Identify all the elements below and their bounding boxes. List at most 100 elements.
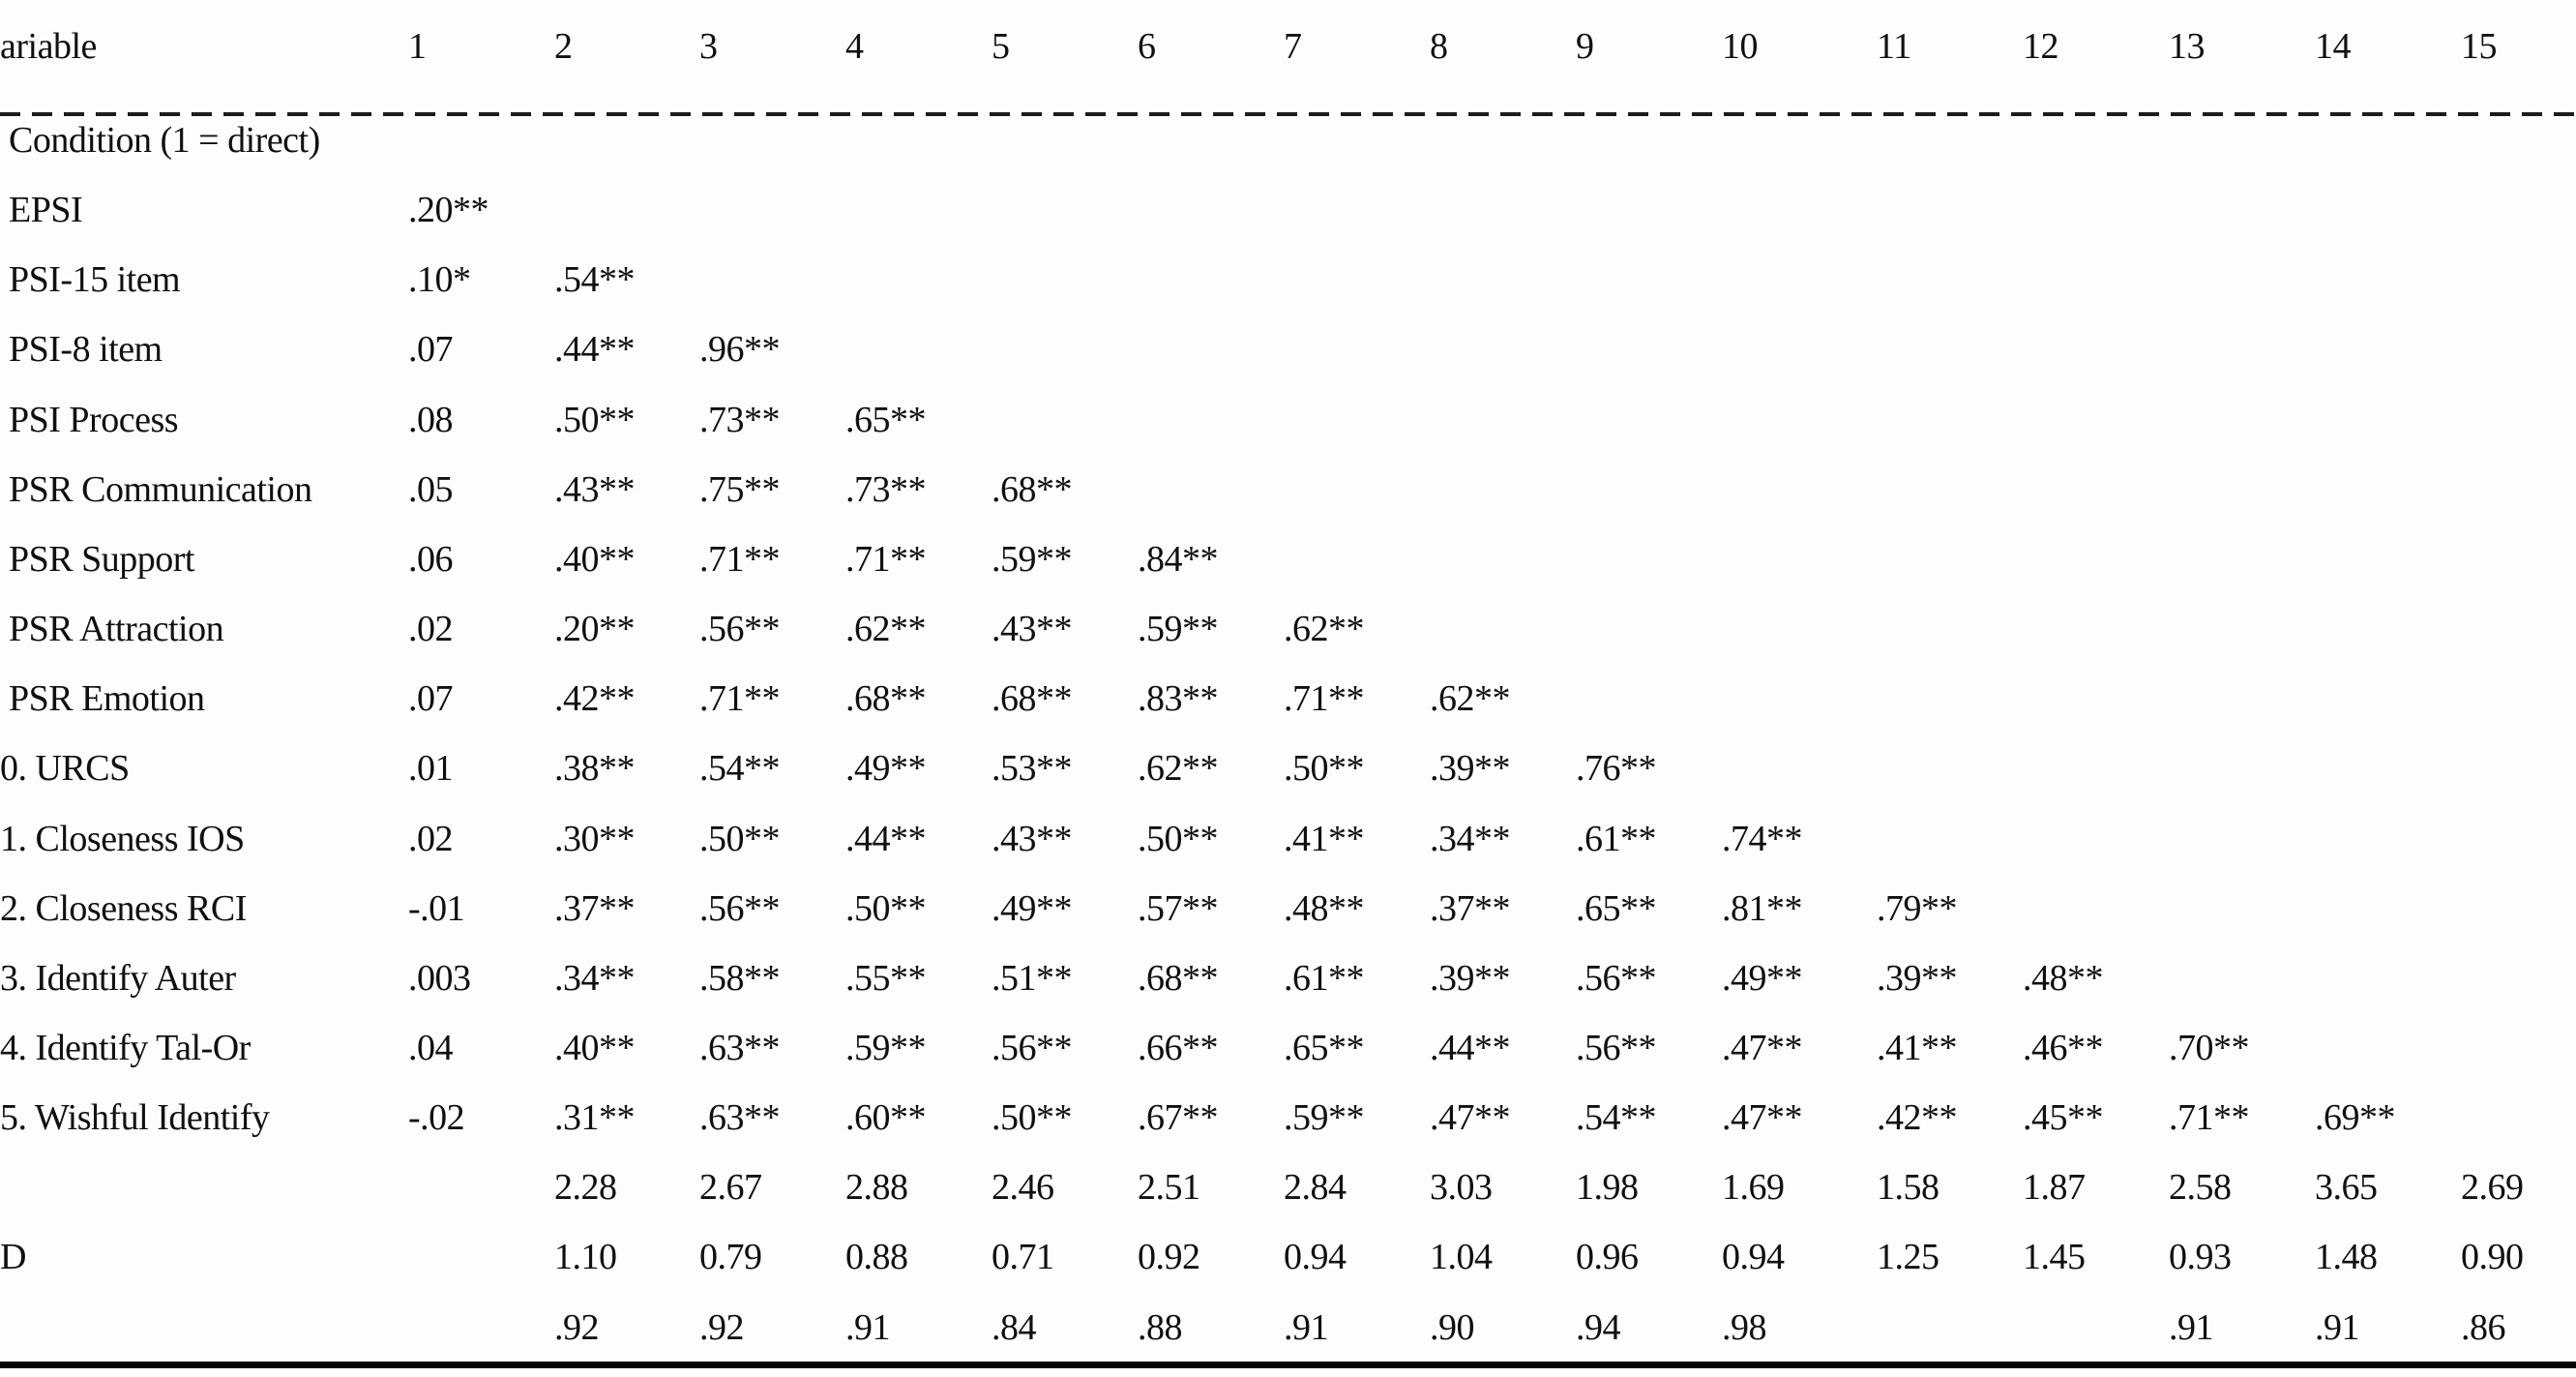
- table-row: EPSI .20**: [0, 175, 2576, 245]
- value-cell: .50**: [554, 400, 636, 440]
- value-cell: .73**: [845, 469, 927, 510]
- value-cell: .54**: [1576, 1097, 1657, 1138]
- value-cell: .65**: [1284, 1028, 1365, 1068]
- row-label: D: [0, 1237, 26, 1277]
- value-cell: .59**: [845, 1028, 927, 1068]
- value-cell: .49**: [992, 888, 1073, 929]
- row-label: PSI Process: [9, 400, 179, 440]
- variable-column-header: ariable: [0, 26, 97, 67]
- value-cell: .73**: [699, 400, 781, 440]
- value-cell: .49**: [1722, 958, 1803, 999]
- value-cell: 1.58: [1877, 1167, 1939, 1208]
- value-cell: 0.92: [1138, 1237, 1200, 1277]
- value-cell: 1.87: [2023, 1167, 2086, 1208]
- value-cell: .67**: [1138, 1097, 1219, 1138]
- value-cell: .56**: [1576, 1028, 1657, 1068]
- value-cell: .84: [992, 1307, 1037, 1348]
- value-cell: .74**: [1722, 819, 1803, 859]
- table-row: D 1.10 0.79 0.88 0.71 0.92 0.94 1.04 0.96 0.94 1.2…: [0, 1222, 2576, 1292]
- value-cell: .94: [1576, 1307, 1621, 1348]
- value-cell: .91: [1284, 1307, 1329, 1348]
- row-label: 1. Closeness IOS: [0, 819, 245, 859]
- value-cell: .81**: [1722, 888, 1803, 929]
- column-header: 7: [1284, 26, 1302, 67]
- table-row: PSI-8 item .07 .44** .96**: [0, 314, 2576, 384]
- table-row: 0. URCS .01 .38** .54** .49** .53** .62** .50**…: [0, 733, 2576, 803]
- value-cell: .02: [408, 609, 454, 649]
- row-label: EPSI: [9, 190, 83, 230]
- value-cell: 2.69: [2461, 1167, 2524, 1208]
- row-label: PSI-15 item: [9, 259, 181, 300]
- column-header: 14: [2315, 26, 2352, 67]
- row-label: 2. Closeness RCI: [0, 888, 247, 929]
- value-cell: .71**: [699, 678, 781, 719]
- column-header: 10: [1722, 26, 1759, 67]
- value-cell: .48**: [2023, 958, 2104, 999]
- value-cell: .58**: [699, 958, 781, 999]
- value-cell: .01: [408, 748, 454, 789]
- value-cell: .50**: [1138, 819, 1219, 859]
- value-cell: 1.25: [1877, 1237, 1939, 1277]
- table-row: PSR Attraction .02 .20** .56** .62** .43** .59…: [0, 594, 2576, 664]
- value-cell: .47**: [1722, 1028, 1803, 1068]
- value-cell: .70**: [2169, 1028, 2250, 1068]
- table-row: 2.28 2.67 2.88 2.46 2.51 2.84 3.03 1.98 1.69 1.58…: [0, 1152, 2576, 1222]
- value-cell: 1.10: [554, 1237, 617, 1277]
- value-cell: .47**: [1722, 1097, 1803, 1138]
- value-cell: 0.94: [1722, 1237, 1785, 1277]
- value-cell: .84**: [1138, 539, 1219, 580]
- value-cell: .41**: [1877, 1028, 1958, 1068]
- value-cell: .47**: [1430, 1097, 1511, 1138]
- table-row: .92 .92 .91 .84 .88 .91 .90 .94 .98 .91 .91 .86: [0, 1293, 2576, 1362]
- value-cell: 3.65: [2315, 1167, 2378, 1208]
- value-cell: .62**: [1284, 609, 1365, 649]
- value-cell: .49**: [845, 748, 927, 789]
- value-cell: .96**: [699, 329, 781, 370]
- value-cell: .43**: [554, 469, 636, 510]
- value-cell: .50**: [699, 819, 781, 859]
- value-cell: .65**: [845, 400, 927, 440]
- value-cell: 2.58: [2169, 1167, 2232, 1208]
- value-cell: .20**: [408, 190, 489, 230]
- value-cell: 0.96: [1576, 1237, 1639, 1277]
- value-cell: .56**: [699, 888, 781, 929]
- value-cell: .71**: [1284, 678, 1365, 719]
- value-cell: .59**: [992, 539, 1073, 580]
- value-cell: .43**: [992, 609, 1073, 649]
- value-cell: .68**: [992, 469, 1073, 510]
- value-cell: 0.79: [699, 1237, 762, 1277]
- value-cell: .45**: [2023, 1097, 2104, 1138]
- table-row: 5. Wishful Identify -.02 .31** .63** .60** .5…: [0, 1083, 2576, 1152]
- row-label: 4. Identify Tal-Or: [0, 1028, 251, 1068]
- column-header: 6: [1138, 26, 1156, 67]
- value-cell: .05: [408, 469, 454, 510]
- value-cell: .88: [1138, 1307, 1183, 1348]
- table-row: 4. Identify Tal-Or .04 .40** .63** .59** .56*…: [0, 1013, 2576, 1083]
- header-row: ariable 1 2 3 4 5 6 7 8 9 10 11 12 13 14 15: [0, 12, 2576, 81]
- value-cell: .56**: [992, 1028, 1073, 1068]
- value-cell: .42**: [554, 678, 636, 719]
- value-cell: .44**: [845, 819, 927, 859]
- value-cell: .71**: [2169, 1097, 2250, 1138]
- value-cell: .63**: [699, 1097, 781, 1138]
- value-cell: .37**: [1430, 888, 1511, 929]
- value-cell: .50**: [992, 1097, 1073, 1138]
- value-cell: .07: [408, 329, 454, 370]
- value-cell: .40**: [554, 1028, 636, 1068]
- value-cell: .69**: [2315, 1097, 2396, 1138]
- value-cell: .34**: [1430, 819, 1511, 859]
- value-cell: .39**: [1430, 748, 1511, 789]
- value-cell: .07: [408, 678, 454, 719]
- value-cell: .56**: [699, 609, 781, 649]
- value-cell: .62**: [845, 609, 927, 649]
- value-cell: .62**: [1430, 678, 1511, 719]
- table-row: Condition (1 = direct): [0, 105, 2576, 175]
- value-cell: .48**: [1284, 888, 1365, 929]
- header-rule-dashed: [0, 112, 2576, 116]
- bottom-rule: [0, 1362, 2576, 1368]
- column-header: 9: [1576, 26, 1594, 67]
- column-header: 13: [2169, 26, 2206, 67]
- column-header: 3: [699, 26, 718, 67]
- value-cell: .31**: [554, 1097, 636, 1138]
